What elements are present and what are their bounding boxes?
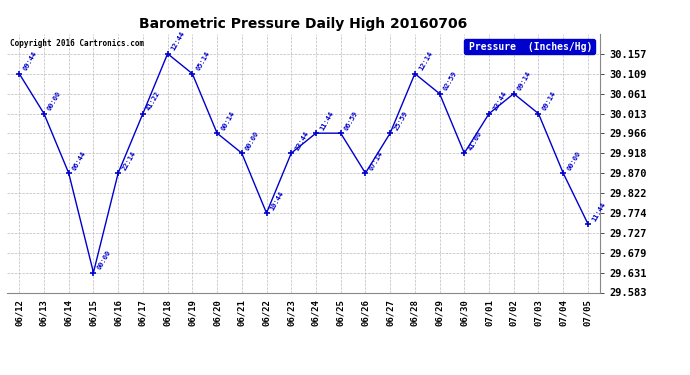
Text: Copyright 2016 Cartronics.com: Copyright 2016 Cartronics.com (10, 39, 144, 48)
Text: 00:00: 00:00 (244, 130, 260, 152)
Text: 23:44: 23:44 (294, 130, 310, 152)
Text: 41:22: 41:22 (146, 90, 161, 112)
Text: 07:14: 07:14 (368, 150, 384, 171)
Text: 06:44: 06:44 (72, 150, 88, 171)
Text: 11:44: 11:44 (591, 201, 607, 222)
Text: 12:14: 12:14 (417, 51, 433, 72)
Title: Barometric Pressure Daily High 20160706: Barometric Pressure Daily High 20160706 (139, 17, 468, 31)
Text: 00:00: 00:00 (566, 150, 582, 171)
Text: 12:44: 12:44 (170, 30, 186, 52)
Text: 11:44: 11:44 (319, 110, 335, 131)
Text: 25:59: 25:59 (393, 110, 408, 131)
Text: 00:14: 00:14 (220, 110, 236, 131)
Legend: Pressure  (Inches/Hg): Pressure (Inches/Hg) (464, 39, 595, 54)
Text: 06:59: 06:59 (344, 110, 359, 131)
Text: 23:44: 23:44 (492, 90, 508, 112)
Text: 09:14: 09:14 (541, 90, 557, 112)
Text: 09:44: 09:44 (22, 51, 38, 72)
Text: 09:14: 09:14 (517, 70, 533, 92)
Text: 05:14: 05:14 (195, 51, 211, 72)
Text: 02:59: 02:59 (442, 70, 458, 92)
Text: 22:14: 22:14 (121, 150, 137, 171)
Text: 41:00: 41:00 (467, 130, 483, 152)
Text: 00:00: 00:00 (47, 90, 63, 112)
Text: 00:00: 00:00 (96, 249, 112, 271)
Text: 10:44: 10:44 (269, 190, 285, 211)
